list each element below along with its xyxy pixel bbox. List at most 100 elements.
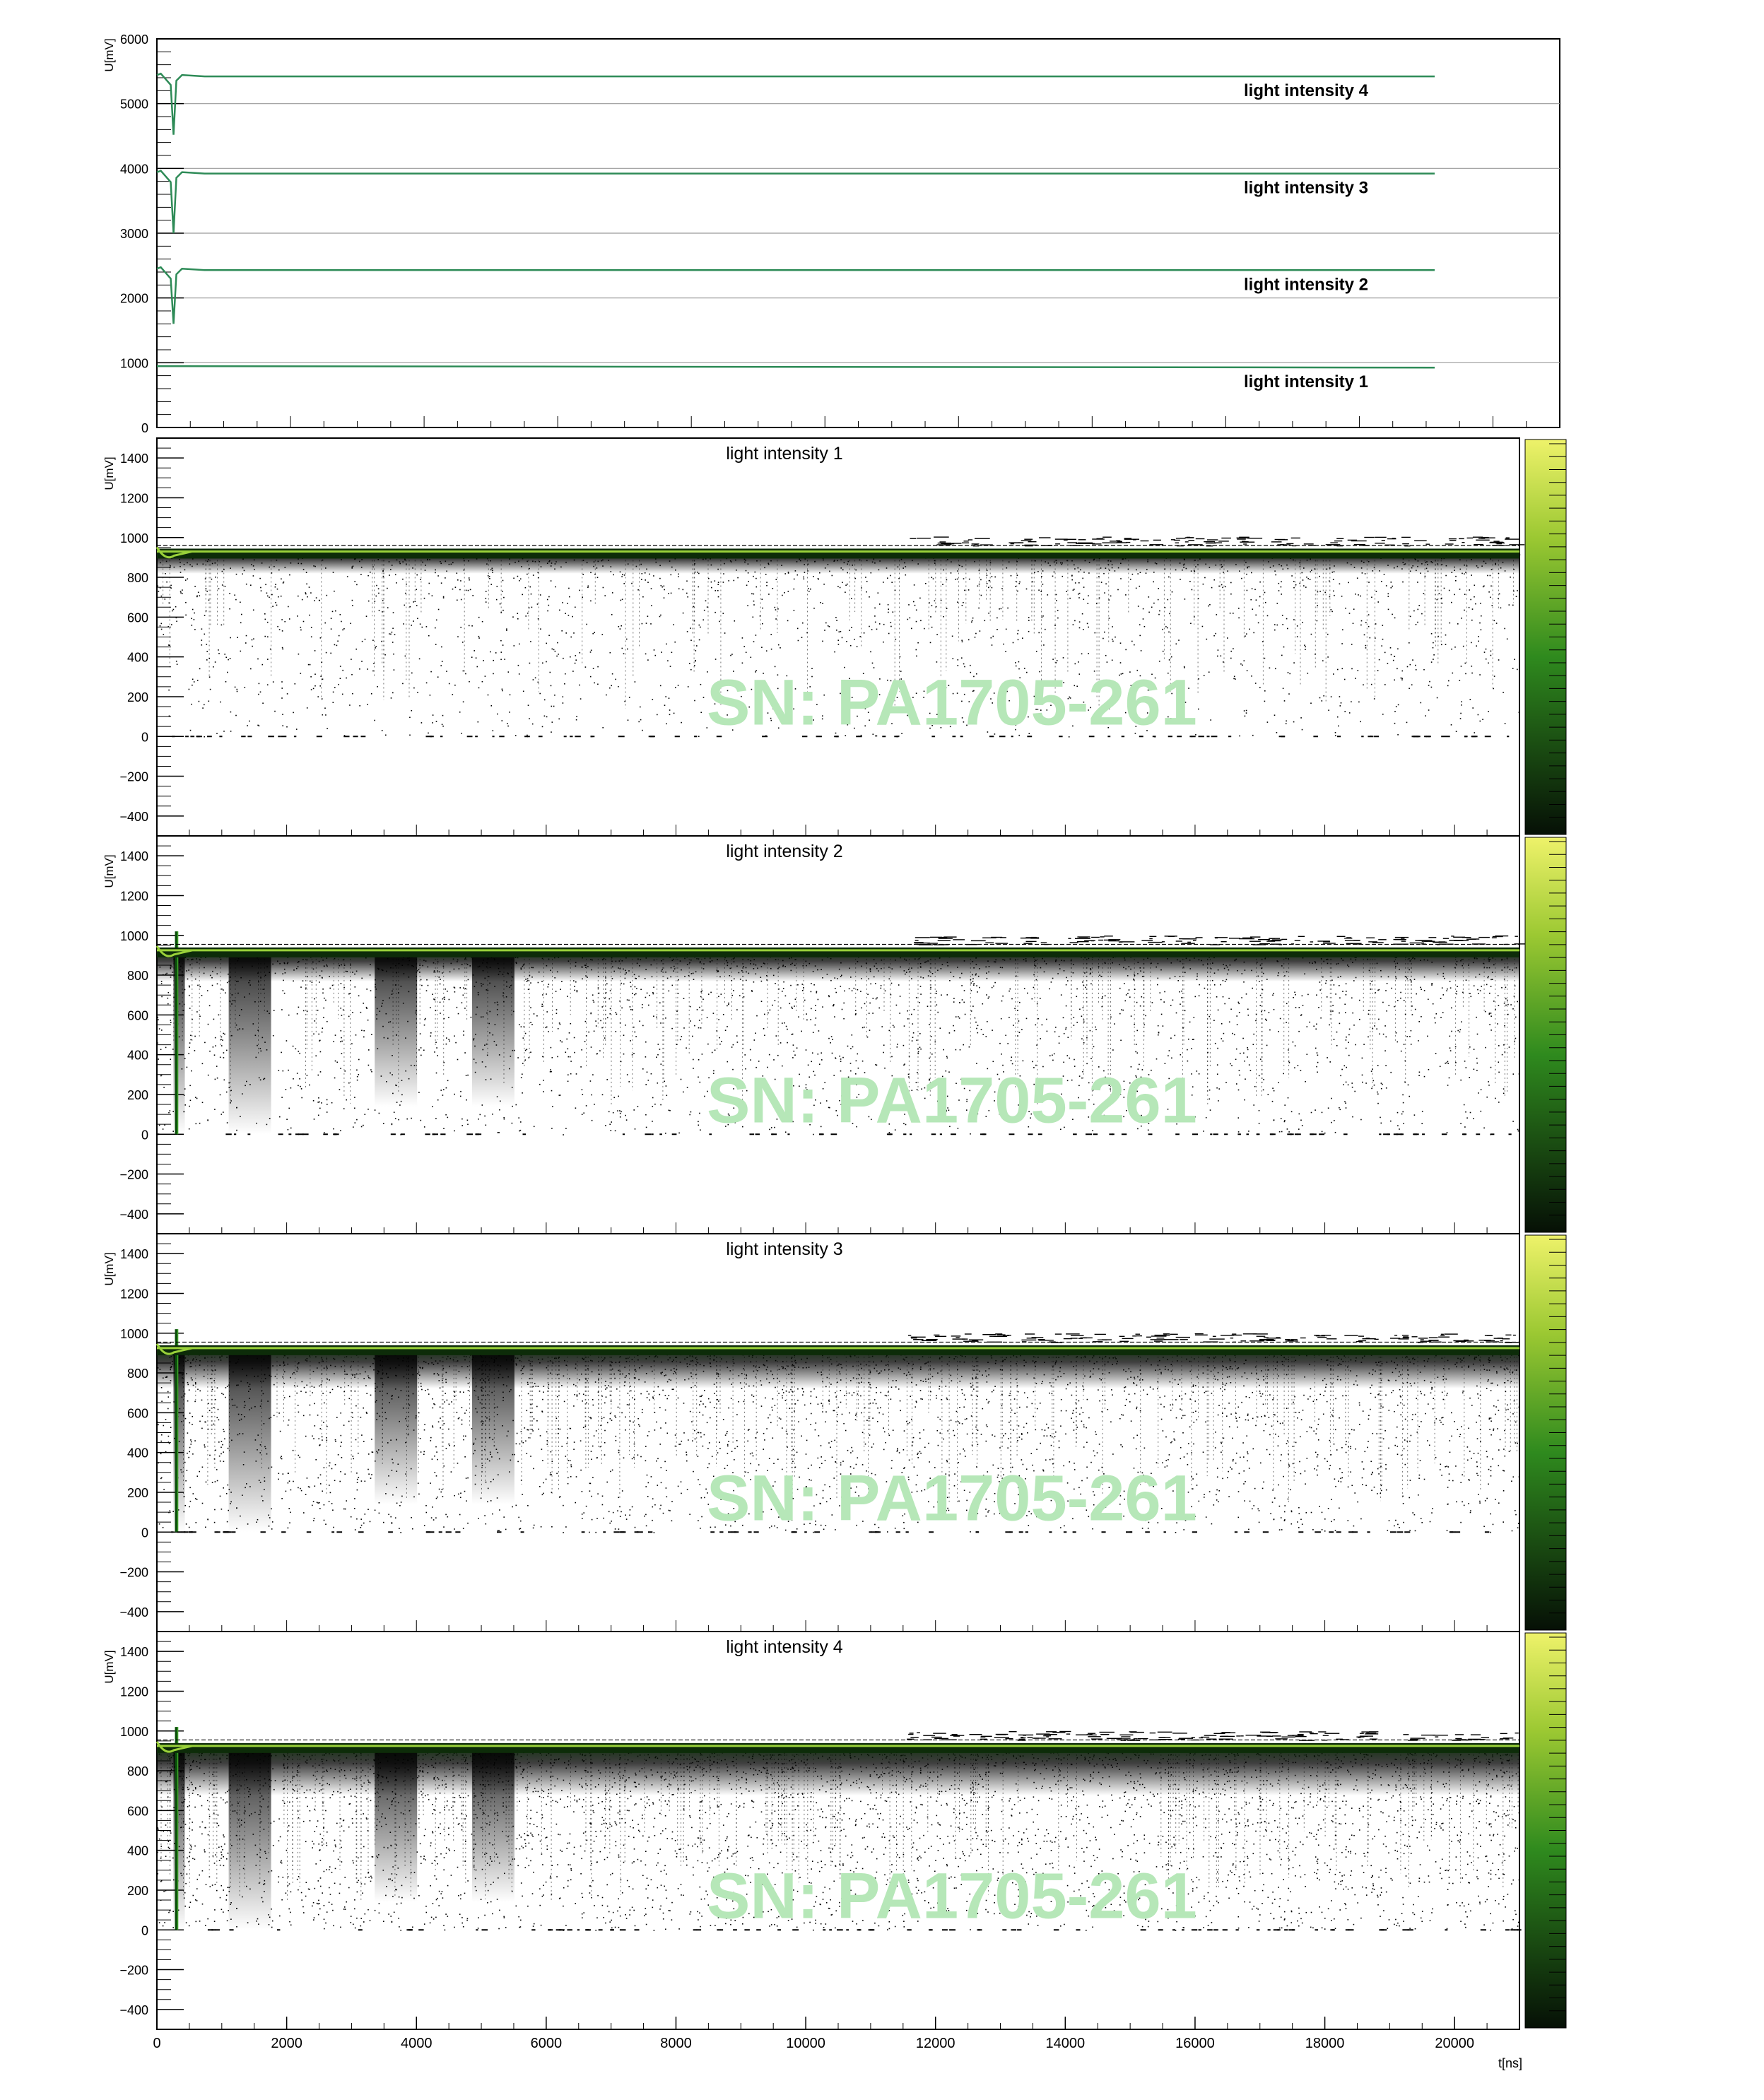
panel-y-tick-label: 0: [141, 1526, 148, 1540]
panel-y-tick-label: −200: [119, 1964, 148, 1978]
panel-y-tick-label: 1200: [120, 491, 148, 505]
panel-watermark: SN: PA1705-261: [707, 666, 1197, 738]
panel-y-tick-label: 1400: [120, 1645, 148, 1659]
panel-colorbar: [1524, 439, 1567, 835]
x-axis-label: t[ns]: [1498, 2056, 1522, 2070]
x-tick-label: 18000: [1305, 2036, 1345, 2051]
panel-y-ticks: −400 −200 0 200 400 600 800 1000 1200 1400: [119, 845, 1520, 1234]
panel-afterpulse-band: [471, 950, 514, 1107]
panel-upper-outliers: [908, 1333, 1519, 1343]
panel-colorbar: [1524, 1632, 1567, 2029]
panel-afterpulse-band: [228, 1347, 271, 1533]
panel-y-tick-label: 800: [127, 571, 148, 585]
panel-y-tick-label: 0: [141, 1128, 148, 1142]
panel-y-tick-label: 400: [127, 1844, 148, 1858]
panel-y-tick-label: −400: [119, 2003, 148, 2017]
panel-watermark: SN: PA1705-261: [707, 1462, 1197, 1534]
panel-y-tick-label: 0: [141, 1923, 148, 1937]
panel-title: light intensity 4: [726, 1637, 842, 1657]
panel-zero-dots: [172, 736, 1510, 738]
panel-y-tick-label: 1000: [120, 531, 148, 545]
panel-y-tick-label: 1200: [120, 1685, 148, 1699]
panel-colorbar: [1524, 837, 1567, 1233]
panel-afterpulse-band: [471, 1347, 514, 1505]
panel-baseline-band: [157, 1345, 1519, 1355]
panel-afterpulse-band: [375, 1745, 418, 1903]
overview-y-ticks: 0 1000 2000 3000 4000 5000 6000: [120, 33, 184, 435]
panel-y-tick-label: 200: [127, 690, 148, 704]
panel-y-tick-label: 600: [127, 1008, 148, 1022]
panel-y-axis-label: U[mV]: [102, 854, 116, 887]
x-tick-label: 10000: [786, 2036, 825, 2051]
panel-y-tick-label: 800: [127, 1367, 148, 1381]
panel-y-tick-label: 1400: [120, 452, 148, 466]
panel-y-tick-label: 600: [127, 1406, 148, 1420]
overview-y-axis-label: U[mV]: [102, 38, 116, 71]
overview-gridlines: [157, 103, 1560, 363]
panel-afterpulse-band: [228, 1745, 271, 1930]
panel-zero-dots: [157, 1133, 1512, 1135]
panel-y-axis-label: U[mV]: [102, 456, 116, 490]
x-tick-label: 6000: [531, 2036, 563, 2051]
panel-y-tick-label: 1000: [120, 929, 148, 943]
panel-y-ticks: −400 −200 0 200 400 600 800 1000 1200 1400: [119, 1243, 1520, 1632]
overview-series-label: light intensity 3: [1244, 179, 1368, 198]
panel-y-tick-label: 1200: [120, 889, 148, 903]
overview-y-tick-label: 0: [141, 421, 148, 435]
panel-start-dip: [155, 945, 193, 957]
heatmap-panel: −400 −200 0 200 400 600 800 1000 1200 1400 U[mV] li…: [102, 835, 1567, 1234]
panel-start-dip: [155, 1741, 193, 1753]
panel-dense-region: [157, 1745, 1519, 1796]
panel-y-tick-label: 800: [127, 969, 148, 983]
panel-baseline-band: [157, 947, 1519, 957]
panel-upper-outliers: [907, 1730, 1519, 1741]
panel-title: light intensity 2: [726, 842, 842, 861]
overview-y-tick-label: 4000: [120, 162, 148, 176]
panel-y-tick-label: −200: [119, 1566, 148, 1580]
overview-trace-line: [156, 365, 1435, 369]
panel-y-tick-label: −400: [119, 1605, 148, 1620]
panel-y-tick-label: 0: [141, 730, 148, 744]
overview-y-tick-label: 1000: [120, 356, 148, 370]
x-tick-label: 0: [153, 2036, 160, 2051]
panel-watermark: SN: PA1705-261: [707, 1860, 1197, 1932]
panel-colorbar: [1524, 1234, 1567, 1631]
panel-baseline-band: [157, 548, 1519, 559]
panel-zero-dots: [207, 1929, 1522, 1931]
panel-y-tick-label: 1000: [120, 1327, 148, 1341]
overview-series-label: light intensity 1: [1244, 372, 1368, 391]
panel-y-tick-label: 400: [127, 651, 148, 665]
heatmap-panel: −400 −200 0 200 400 600 800 1000 1200 1400 U[mV] li…: [102, 437, 1567, 837]
x-tick-label: 14000: [1046, 2036, 1086, 2051]
panel-y-tick-label: −400: [119, 1208, 148, 1222]
panel-y-tick-label: 1400: [120, 849, 148, 863]
panel-zero-dots: [171, 1531, 1490, 1533]
panel-upper-outliers: [910, 536, 1525, 547]
overview-series-labels: light intensity 1 light intensity 2 light …: [1244, 81, 1369, 391]
panel-afterpulse-band: [228, 950, 271, 1135]
overview-y-tick-label: 6000: [120, 33, 148, 47]
panel-y-tick-label: 1200: [120, 1287, 148, 1301]
x-tick-label: 2000: [271, 2036, 302, 2051]
heatmap-panel: −400 −200 0 200 400 600 800 1000 1200 1400 U[mV] li…: [102, 1631, 1567, 2030]
panel-baseline-band: [157, 1742, 1519, 1753]
panel-frame: [156, 1233, 1520, 1632]
panel-y-tick-label: 600: [127, 1804, 148, 1818]
panel-frame: [156, 1631, 1520, 2030]
panel-y-tick-label: 400: [127, 1446, 148, 1461]
panel-start-dip: [155, 1343, 193, 1355]
panel-upper-outliers: [914, 935, 1527, 945]
panel-y-tick-label: 1400: [120, 1247, 148, 1261]
x-tick-label: 16000: [1175, 2036, 1215, 2051]
panel-y-tick-label: 200: [127, 1486, 148, 1500]
panel-y-ticks: −400 −200 0 200 400 600 800 1000 1200 1400: [119, 1641, 1520, 2029]
overview-traces: [156, 72, 1435, 369]
panel-start-dip: [155, 546, 193, 559]
overview-series-label: light intensity 4: [1244, 81, 1369, 100]
panel-y-axis-label: U[mV]: [102, 1252, 116, 1285]
panel-frame: [156, 835, 1520, 1234]
overview-y-tick-label: 5000: [120, 98, 148, 112]
x-tick-label: 12000: [916, 2036, 956, 2051]
panel-title: light intensity 1: [726, 444, 842, 464]
heatmap-panel: −400 −200 0 200 400 600 800 1000 1200 1400 U[mV] li…: [102, 1233, 1567, 1632]
